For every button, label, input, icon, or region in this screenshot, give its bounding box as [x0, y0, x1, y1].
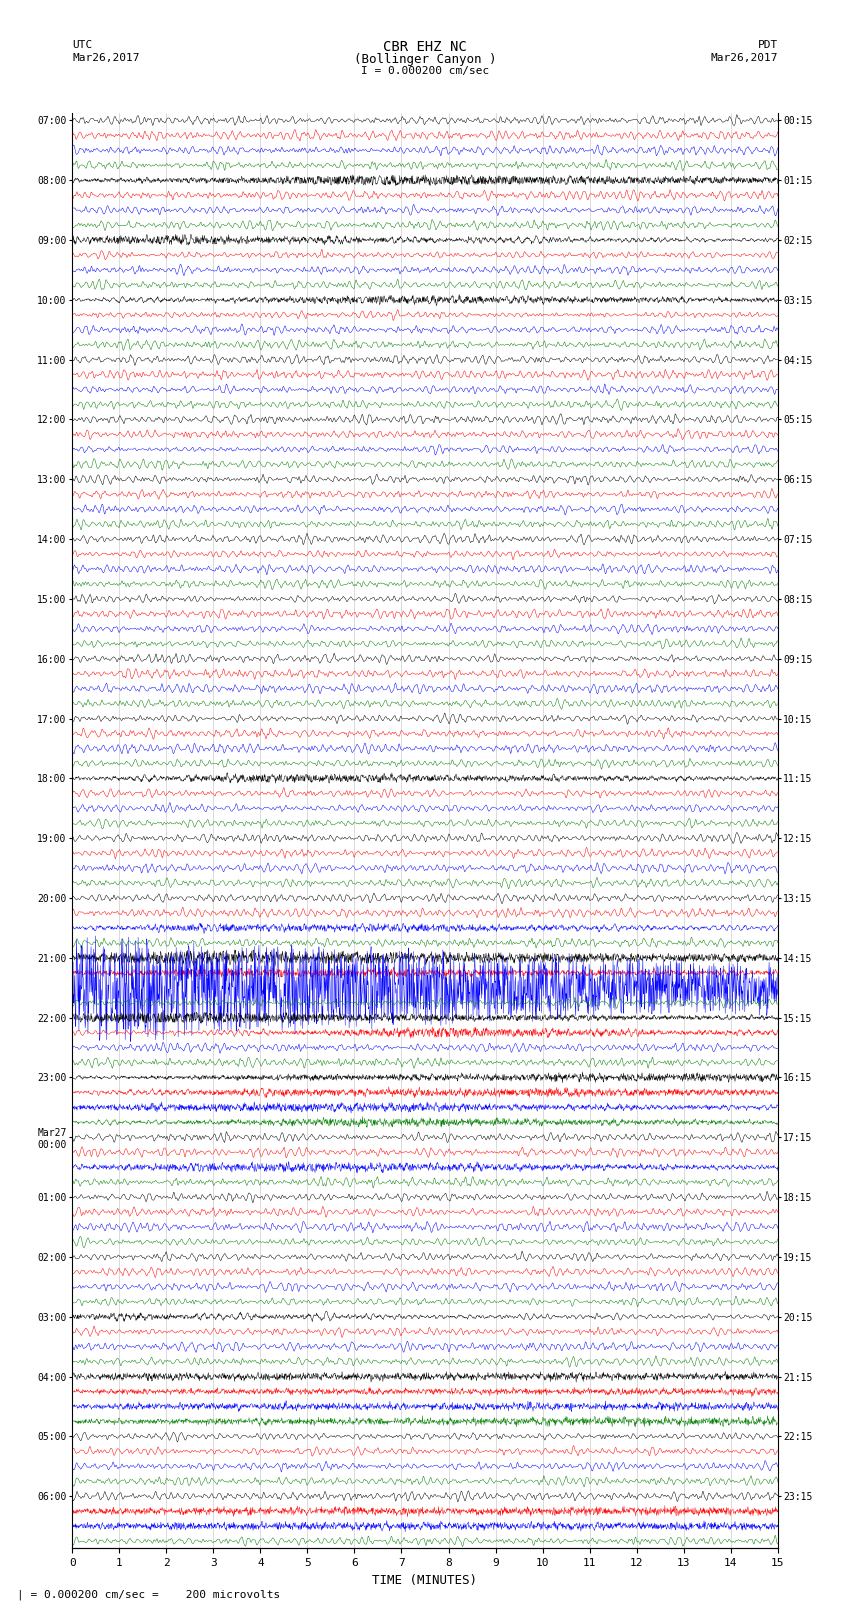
Text: Mar26,2017: Mar26,2017 — [72, 53, 139, 63]
Text: Mar26,2017: Mar26,2017 — [711, 53, 778, 63]
Text: (Bollinger Canyon ): (Bollinger Canyon ) — [354, 53, 496, 66]
Text: PDT: PDT — [757, 40, 778, 50]
Text: I = 0.000200 cm/sec: I = 0.000200 cm/sec — [361, 66, 489, 76]
Text: CBR EHZ NC: CBR EHZ NC — [383, 40, 467, 55]
Text: UTC: UTC — [72, 40, 93, 50]
Text: | = 0.000200 cm/sec =    200 microvolts: | = 0.000200 cm/sec = 200 microvolts — [17, 1589, 280, 1600]
X-axis label: TIME (MINUTES): TIME (MINUTES) — [372, 1574, 478, 1587]
